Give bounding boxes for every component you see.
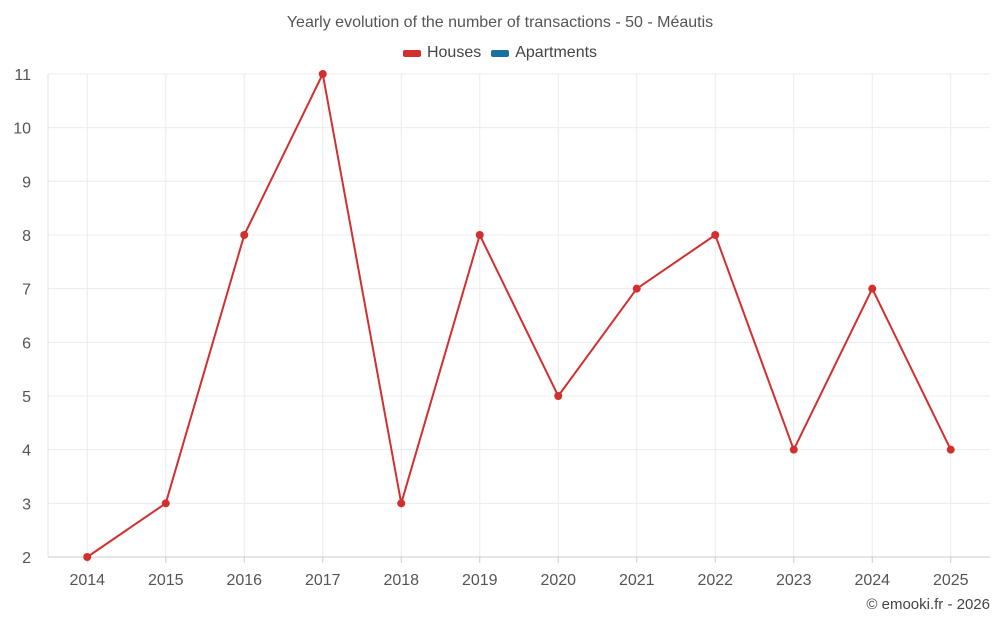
legend-item-houses[interactable]: Houses: [402, 44, 482, 62]
data-point-houses-2021[interactable]: [632, 284, 641, 293]
y-tick-label: 2: [22, 550, 31, 567]
x-tick-label: 2017: [305, 572, 341, 589]
series-line-houses: [86, 73, 952, 558]
y-tick-label: 11: [14, 67, 31, 84]
x-tick-label: 2022: [697, 572, 733, 589]
y-tick-label: 4: [22, 443, 31, 460]
y-tick-label: 6: [22, 335, 31, 352]
y-tick-label: 9: [22, 174, 31, 191]
data-point-houses-2024[interactable]: [868, 284, 877, 293]
legend-label-houses: Houses: [426, 44, 482, 61]
data-point-houses-2017[interactable]: [318, 70, 327, 78]
legend-item-apartments[interactable]: Apartments: [491, 44, 597, 62]
data-point-houses-2025[interactable]: [946, 445, 955, 454]
x-tick-label: 2024: [854, 572, 890, 589]
y-tick-label: 5: [22, 389, 31, 406]
data-point-houses-2015[interactable]: [161, 499, 170, 508]
data-point-houses-2020[interactable]: [554, 392, 563, 400]
y-tick-label: 10: [13, 121, 31, 138]
chart-legend: Houses Apartments: [0, 44, 1000, 62]
x-tick-label: 2018: [383, 572, 419, 589]
x-tick-label: 2016: [226, 572, 262, 589]
x-tick-label: 2023: [776, 572, 812, 589]
data-point-houses-2022[interactable]: [711, 231, 720, 239]
y-tick-label: 3: [22, 496, 31, 513]
legend-swatch-houses: [402, 49, 421, 57]
legend-label-apartments: Apartments: [515, 44, 598, 61]
data-point-houses-2018[interactable]: [397, 499, 406, 508]
chart-title: Yearly evolution of the number of transa…: [286, 14, 714, 31]
data-point-houses-2014[interactable]: [83, 553, 92, 561]
x-tick-label: 2025: [933, 572, 969, 589]
legend-swatch-apartments: [491, 49, 510, 57]
x-tick-label: 2020: [540, 572, 576, 589]
x-tick-label: 2015: [148, 572, 184, 589]
x-tick-label: 2019: [462, 572, 498, 589]
x-tick-label: 2014: [69, 572, 105, 589]
data-point-houses-2016[interactable]: [240, 231, 249, 239]
x-tick-label: 2021: [619, 572, 655, 589]
data-point-houses-2023[interactable]: [789, 445, 798, 454]
data-point-houses-2019[interactable]: [475, 231, 484, 239]
y-tick-label: 8: [22, 228, 31, 245]
watermark: © emooki.fr - 2026: [866, 596, 990, 613]
y-tick-label: 7: [22, 282, 31, 299]
